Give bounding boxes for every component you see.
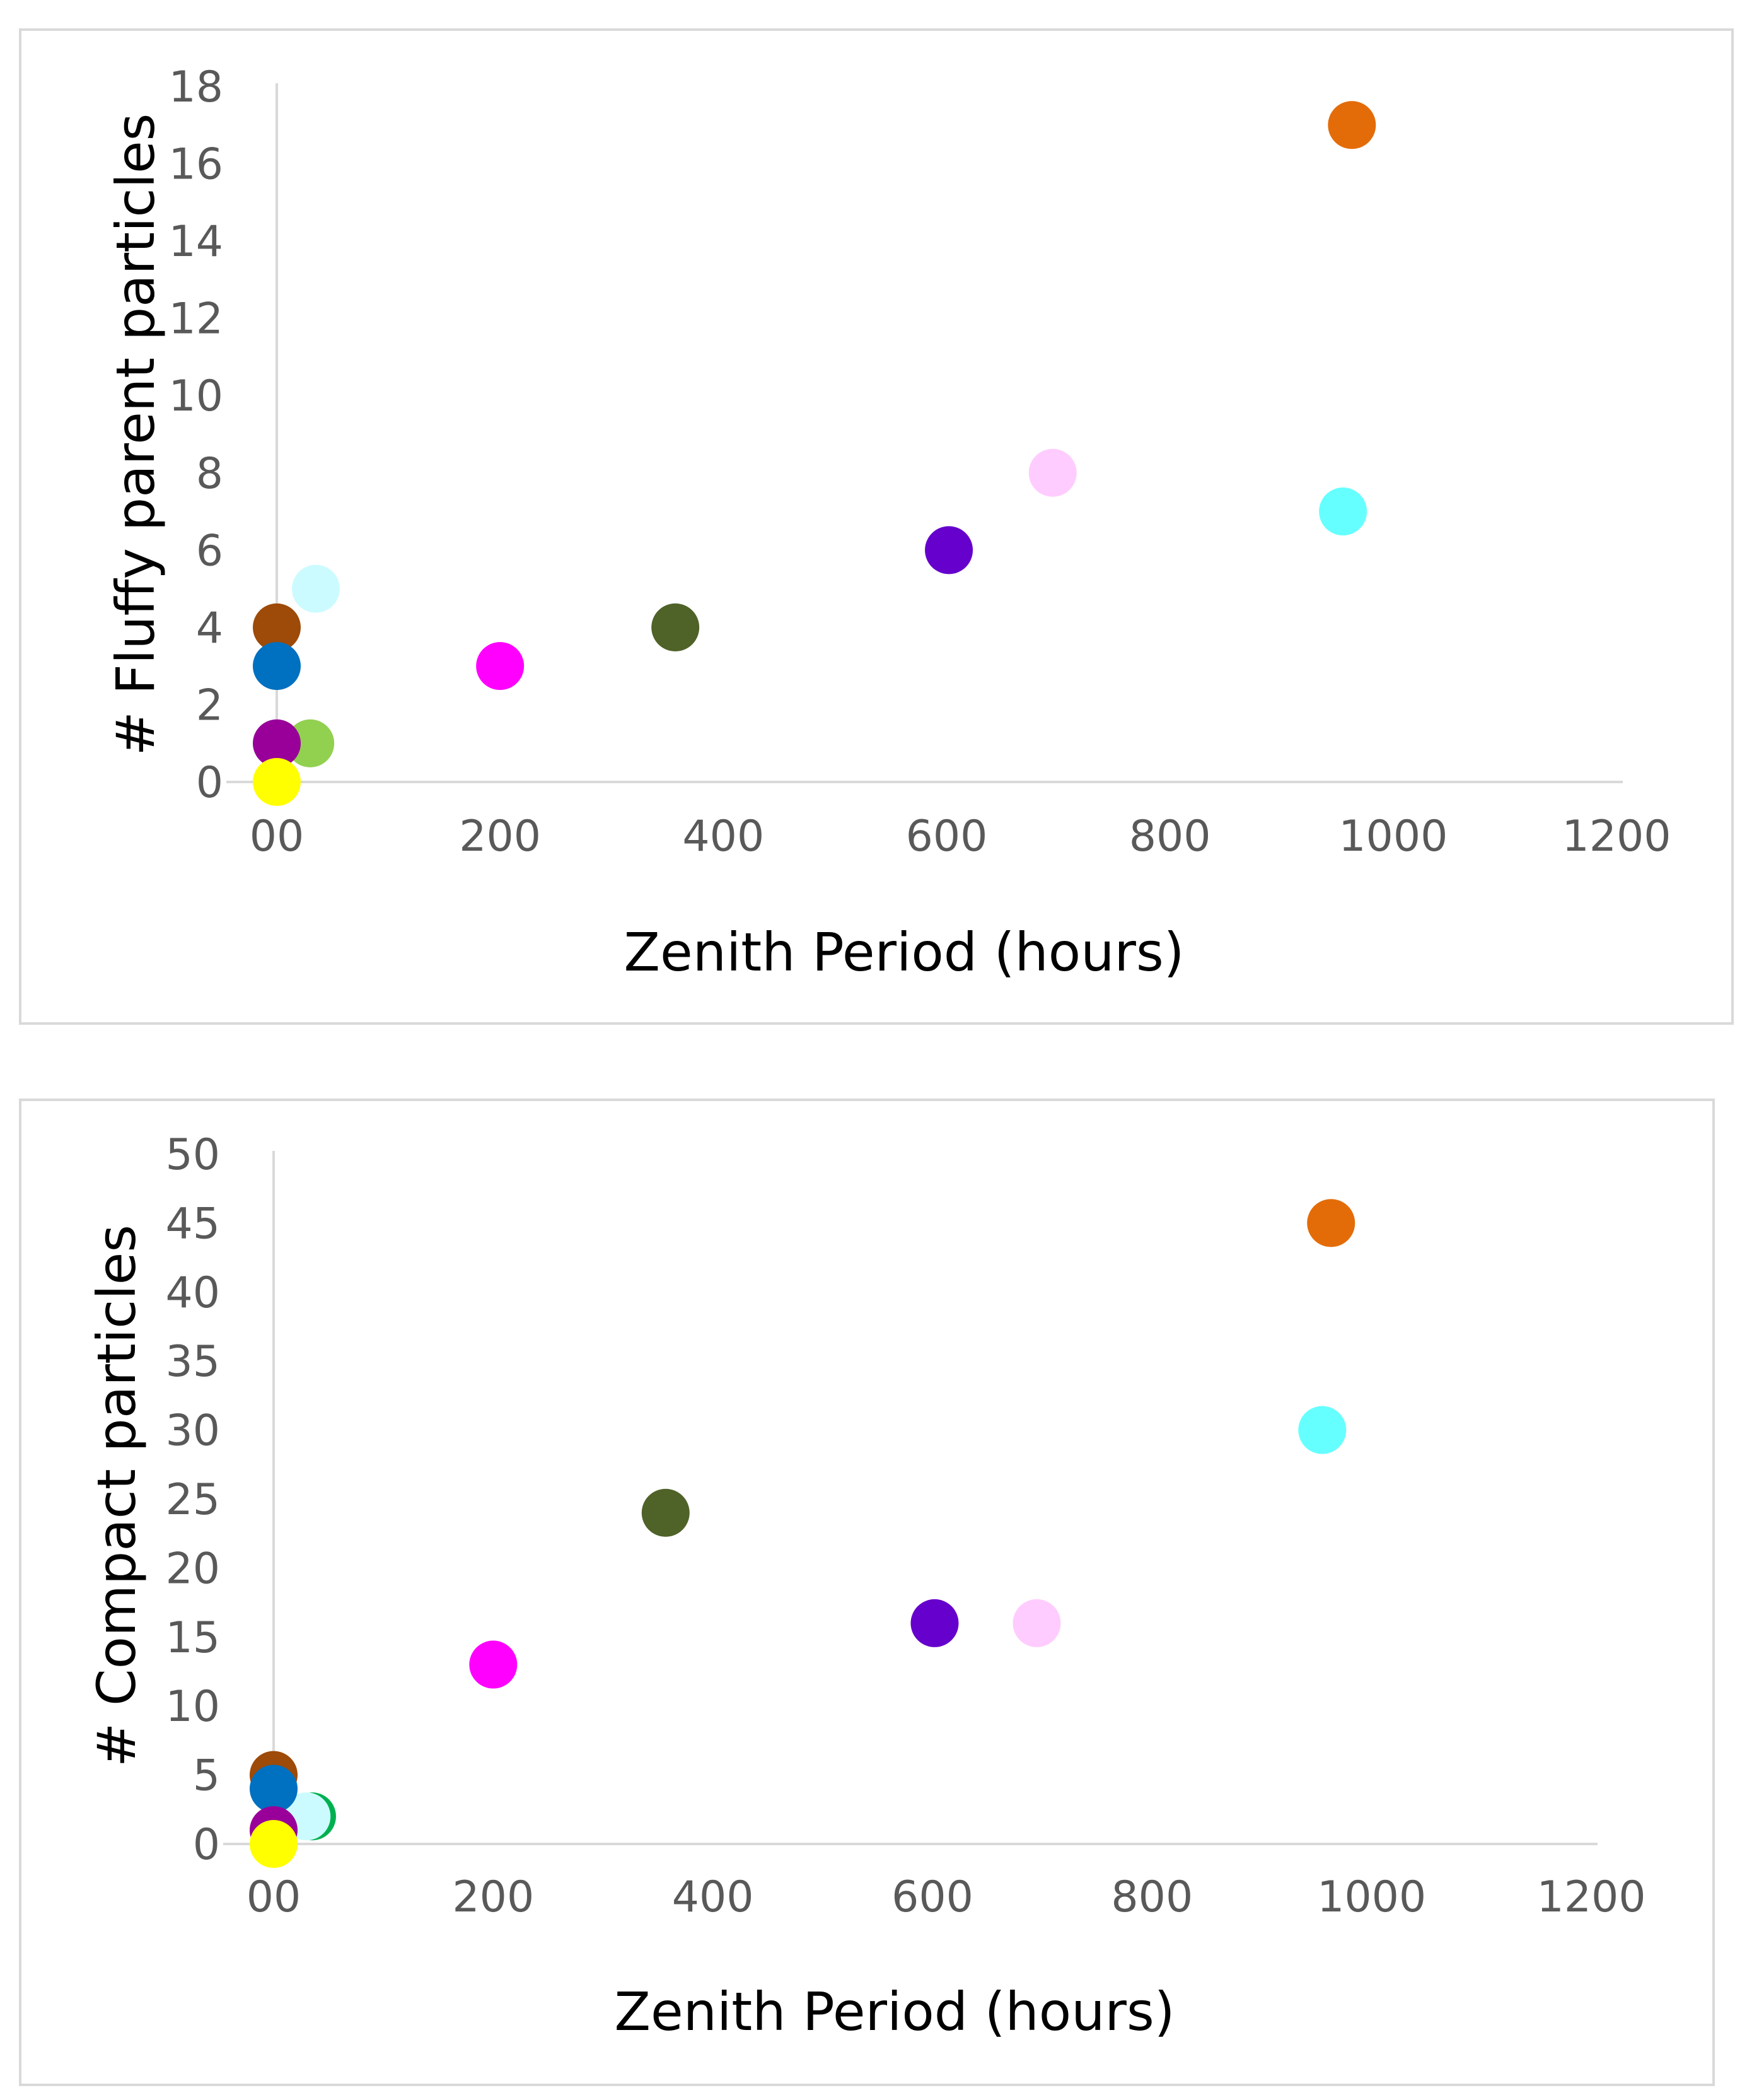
y-tick-label: 10 <box>165 1682 220 1732</box>
data-point <box>1298 1406 1347 1454</box>
y-tick-label: 2 <box>196 680 223 730</box>
y-tick-label: 4 <box>196 604 223 653</box>
x-tick-label: 800 <box>1111 1872 1193 1922</box>
data-point <box>291 564 340 613</box>
y-tick-label: 35 <box>165 1337 220 1387</box>
y-axis-title: # Compact particles <box>86 1225 148 1767</box>
x-axis-title: Zenith Period (hours) <box>624 921 1184 983</box>
y-tick-label: 45 <box>165 1199 220 1249</box>
y-axis-title: # Fluffy parent particles <box>105 114 166 756</box>
fluffy-particles-chart: 0 2 4 6 8 10 12 14 16 18 00 200 400 600 800 1000 1200 Zen… <box>105 62 1671 983</box>
y-tick-label: 0 <box>196 758 223 808</box>
data-point <box>1328 101 1376 149</box>
x-tick-label: 1200 <box>1562 812 1671 861</box>
data-point <box>925 526 973 575</box>
y-tick-label: 18 <box>168 62 223 112</box>
y-tick-label: 20 <box>165 1544 220 1594</box>
y-tick-label: 12 <box>168 295 223 344</box>
y-tick-label: 15 <box>165 1613 220 1663</box>
data-point <box>641 1488 690 1537</box>
y-tick-label: 10 <box>168 371 223 421</box>
chart-panel-fluffy: 0 2 4 6 8 10 12 14 16 18 00 200 400 600 800 1000 1200 Zen… <box>19 28 1734 1025</box>
x-tick-label: 600 <box>891 1872 973 1922</box>
x-tick-label: 1000 <box>1338 812 1448 861</box>
x-tick-label: 1000 <box>1317 1872 1426 1922</box>
y-tick-label: 0 <box>193 1820 220 1870</box>
y-tick-label: 40 <box>165 1268 220 1318</box>
x-tick-label: 400 <box>672 1872 754 1922</box>
data-point <box>253 719 301 767</box>
x-tick-label: 200 <box>459 812 541 861</box>
x-tick-label: 00 <box>247 1872 301 1922</box>
y-tick-label: 16 <box>168 140 223 190</box>
data-point <box>286 719 335 767</box>
y-tick-label: 14 <box>168 217 223 267</box>
data-point <box>253 642 301 691</box>
x-tick-label: 600 <box>906 812 988 861</box>
data-point <box>250 1765 298 1813</box>
x-axis-title: Zenith Period (hours) <box>614 1981 1175 2043</box>
y-tick-label: 5 <box>193 1751 220 1801</box>
data-point <box>651 603 700 651</box>
y-tick-label: 50 <box>165 1130 220 1180</box>
data-point <box>250 1820 298 1868</box>
x-tick-label: 800 <box>1129 812 1211 861</box>
x-tick-label: 400 <box>682 812 764 861</box>
chart-panel-compact: 0 5 10 15 20 25 30 35 40 45 50 00 200 400 600 800 1000 12… <box>19 1099 1715 2086</box>
data-point <box>469 1640 518 1689</box>
data-point <box>1319 487 1367 536</box>
data-point <box>1307 1199 1355 1247</box>
y-tick-label: 30 <box>165 1406 220 1456</box>
data-point <box>1028 448 1077 497</box>
y-tick-label: 25 <box>165 1475 220 1525</box>
compact-particles-chart: 0 5 10 15 20 25 30 35 40 45 50 00 200 400 600 800 1000 12… <box>86 1130 1646 2043</box>
x-tick-label: 200 <box>452 1872 534 1922</box>
data-point <box>253 603 301 651</box>
y-tick-label: 6 <box>196 526 223 576</box>
data-point <box>1013 1599 1061 1647</box>
x-tick-label: 1200 <box>1536 1872 1645 1922</box>
data-point <box>253 758 301 806</box>
data-point <box>910 1599 959 1647</box>
data-point <box>476 642 525 691</box>
x-tick-label: 00 <box>250 812 305 861</box>
y-tick-label: 8 <box>196 449 223 499</box>
